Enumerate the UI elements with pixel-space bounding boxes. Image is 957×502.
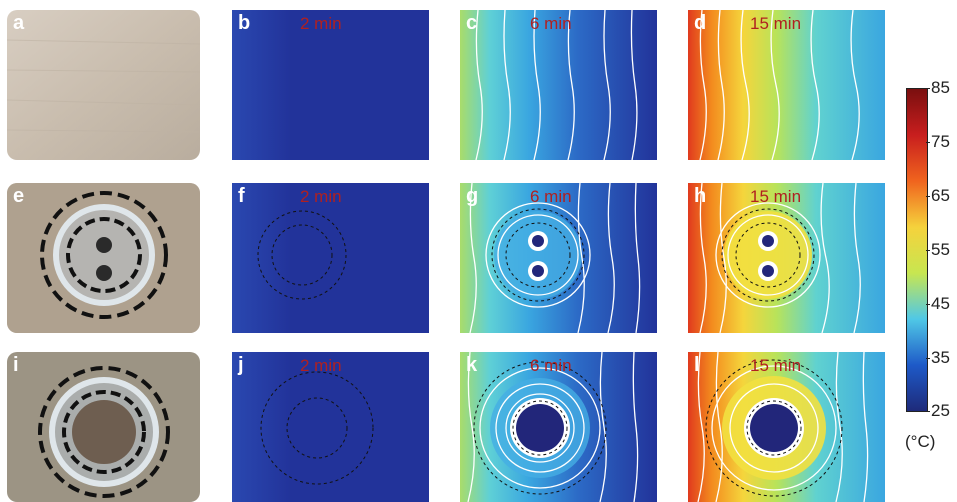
panel-letter: c — [466, 12, 478, 34]
plate-photo-image — [7, 352, 200, 502]
colorbar-tick-label: 85 — [931, 78, 950, 97]
panel-letter: e — [13, 185, 25, 207]
colorbar-tickmark — [926, 304, 930, 305]
panel-letter: h — [694, 185, 707, 207]
time-label: 6 min — [530, 356, 572, 375]
time-label: 2 min — [300, 14, 342, 33]
thermal-map-image — [460, 183, 657, 333]
thermal-map-image — [688, 183, 885, 333]
panel-letter: a — [13, 12, 25, 34]
panel-letter: g — [466, 185, 479, 207]
colorbar-tickmark — [926, 88, 930, 89]
colorbar-tickmark — [926, 250, 930, 251]
colorbar-tick-label: 45 — [931, 294, 950, 313]
colorbar-tickmark — [926, 196, 930, 197]
panel-a-photo-plate: a — [7, 10, 200, 160]
colorbar-tick-label: 65 — [931, 186, 950, 205]
panel-e-photo-plate-holes: e — [7, 183, 200, 333]
panel-b-thermal: b 2 min — [232, 10, 429, 160]
thermal-map-image — [232, 352, 429, 502]
panel-letter: k — [466, 354, 478, 376]
panel-letter: i — [13, 354, 19, 376]
panel-k-thermal: k 6 min — [460, 352, 657, 502]
thermal-map-image — [232, 10, 429, 160]
panel-h-thermal: h 15 min — [688, 183, 885, 333]
panel-d-thermal: d 15 min — [688, 10, 885, 160]
thermal-map-image — [460, 352, 657, 502]
panel-i-photo-plate-ring: i — [7, 352, 200, 502]
thermal-map-image — [688, 10, 885, 160]
thermal-map-image — [232, 183, 429, 333]
panel-letter: b — [238, 12, 251, 34]
colorbar-tickmark — [926, 358, 930, 359]
panel-j-thermal: j 2 min — [232, 352, 429, 502]
thermal-map-image — [688, 352, 885, 502]
panel-letter: d — [694, 12, 707, 34]
time-label: 15 min — [750, 187, 802, 206]
panel-l-thermal: l 15 min — [688, 352, 885, 502]
time-label: 15 min — [750, 356, 802, 375]
colorbar-tick-label: 35 — [931, 348, 950, 367]
colorbar-tickmark — [926, 142, 930, 143]
time-label: 2 min — [300, 356, 342, 375]
time-label: 6 min — [530, 187, 572, 206]
panel-g-thermal: g 6 min — [460, 183, 657, 333]
panel-c-thermal: c 6 min — [460, 10, 657, 160]
panel-letter: f — [238, 185, 245, 207]
time-label: 2 min — [300, 187, 342, 206]
colorbar-unit-label: (°C) — [905, 432, 936, 451]
plate-photo-image — [7, 10, 200, 160]
time-label: 6 min — [530, 14, 572, 33]
time-label: 15 min — [750, 14, 802, 33]
colorbar-tick-label: 55 — [931, 240, 950, 259]
panel-letter: j — [238, 354, 244, 376]
temperature-colorbar — [906, 88, 928, 412]
plate-photo-image — [7, 183, 200, 333]
colorbar-tick-label: 25 — [931, 401, 950, 420]
thermal-map-image — [460, 10, 657, 160]
colorbar-tickmark — [926, 411, 930, 412]
panel-f-thermal: f 2 min — [232, 183, 429, 333]
colorbar-tick-label: 75 — [931, 132, 950, 151]
panel-letter: l — [694, 354, 700, 376]
